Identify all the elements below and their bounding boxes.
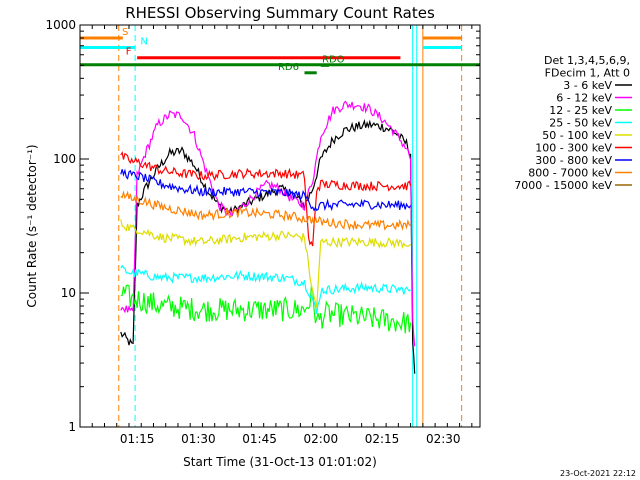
legend-entry-8: 7000 - 15000 keV	[514, 179, 612, 192]
state-bars: S NF RDO RD6	[80, 27, 480, 75]
legend-entry-2: 12 - 25 keV	[549, 104, 612, 117]
legend-entry-0: 3 - 6 keV	[563, 79, 612, 92]
state-bar-label-2: F	[126, 47, 132, 58]
x-tick-label-3: 02:00	[304, 432, 339, 446]
x-tick-label-4: 02:15	[365, 432, 400, 446]
x-tick-label-2: 01:45	[242, 432, 277, 446]
series-line-4	[120, 219, 411, 308]
state-bar-label-1: N	[140, 36, 147, 47]
legend-entry-4: 50 - 100 keV	[542, 129, 612, 142]
x-tick-label-0: 01:15	[120, 432, 155, 446]
y-axis: 1 10 100 1000	[45, 18, 480, 434]
legend-header-1: FDecim 1, Att 0	[545, 67, 630, 80]
state-bar-label-0: S	[122, 27, 128, 38]
legend-entry-7: 800 - 7000 keV	[528, 167, 612, 180]
series-line-3	[120, 264, 411, 314]
series-line-1	[120, 100, 416, 347]
series-line-5	[120, 151, 412, 247]
x-axis: 01:15 01:30 01:45 02:00 02:15 02:30	[79, 25, 473, 446]
vertical-markers	[79, 25, 463, 427]
legend-entry-1: 6 - 12 keV	[556, 92, 612, 105]
state-bar-label-5: RD6	[278, 62, 299, 73]
timestamp: 23-Oct-2021 22:12	[560, 469, 636, 478]
legend: Det 1,3,4,5,6,9,FDecim 1, Att 03 - 6 keV…	[514, 54, 632, 192]
legend-entry-3: 25 - 50 keV	[549, 117, 612, 130]
legend-entry-6: 300 - 800 keV	[535, 154, 612, 167]
y-tick-label-2: 100	[53, 152, 76, 166]
chart-title: RHESSI Observing Summary Count Rates	[125, 4, 435, 22]
y-tick-label-0: 1	[68, 420, 76, 434]
series-line-0	[120, 118, 416, 374]
series-line-2	[120, 284, 412, 334]
plot-frame	[79, 24, 481, 428]
legend-entry-5: 100 - 300 keV	[535, 142, 612, 155]
legend-header-0: Det 1,3,4,5,6,9,	[544, 54, 630, 67]
x-tick-label-1: 01:30	[181, 432, 216, 446]
y-tick-label-3: 1000	[45, 18, 76, 32]
series-line-7	[120, 190, 411, 231]
x-tick-label-5: 02:30	[426, 432, 461, 446]
state-bar-label-4: RDO	[322, 54, 345, 65]
y-axis-label: Count Rate (s⁻¹ detector⁻¹)	[25, 144, 39, 307]
y-tick-label-1: 10	[61, 286, 76, 300]
series-lines	[120, 100, 416, 374]
series-line-6	[120, 168, 412, 212]
x-axis-label: Start Time (31-Oct-13 01:01:02)	[183, 455, 377, 469]
